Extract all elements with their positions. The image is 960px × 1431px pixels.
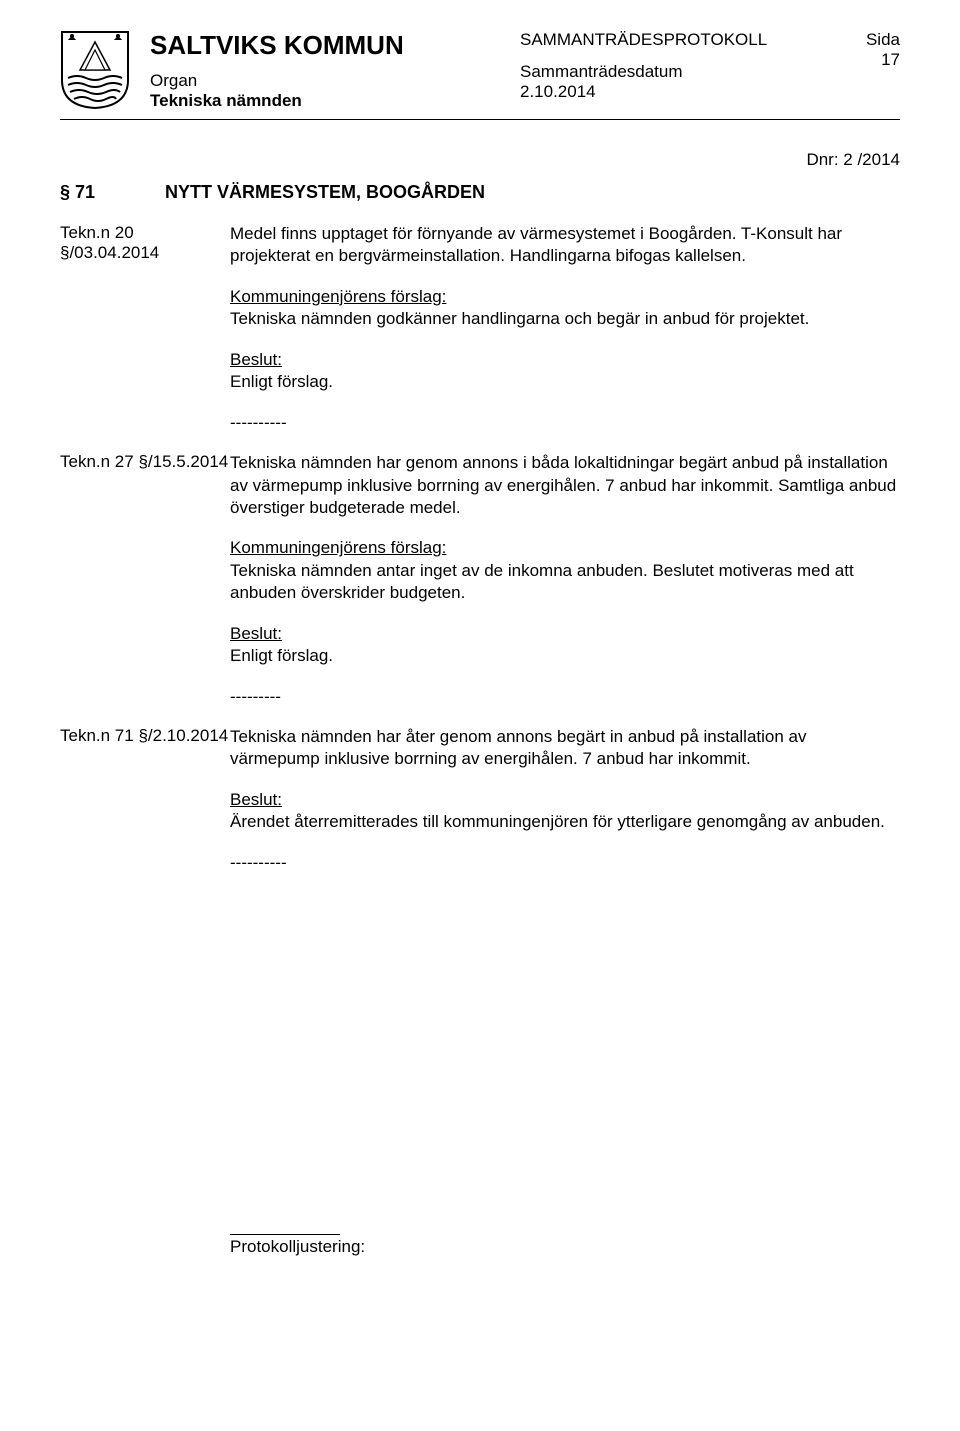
paragraph: Tekniska nämnden har åter genom annons b… [230, 726, 900, 771]
paragraph: --------- [230, 686, 900, 708]
header-divider [60, 119, 900, 120]
paragraph-text: Enligt förslag. [230, 646, 333, 665]
kommun-title: SALTVIKS KOMMUN [150, 30, 500, 61]
entry: Tekn.n 27 §/15.5.2014Tekniska nämnden ha… [60, 452, 900, 708]
entry: Tekn.n 20 §/03.04.2014Medel finns upptag… [60, 223, 900, 434]
entries: Tekn.n 20 §/03.04.2014Medel finns upptag… [60, 223, 900, 874]
paragraph-subhead: Kommuningenjörens förslag: [230, 287, 446, 306]
date-label: Sammanträdesdatum [520, 62, 830, 82]
date-value: 2.10.2014 [520, 82, 830, 102]
section-title: NYTT VÄRMESYSTEM, BOOGÅRDEN [165, 182, 485, 202]
paragraph: Beslut: Ärendet återremitterades till kom… [230, 789, 900, 834]
paragraph-text: Medel finns upptaget för förnyande av vä… [230, 224, 842, 265]
entry-body: Medel finns upptaget för förnyande av vä… [230, 223, 900, 434]
footer: Protokolljustering: [230, 1234, 900, 1257]
section-number: § 71 [60, 182, 160, 203]
paragraph-text: Tekniska nämnden har genom annons i båda… [230, 453, 896, 517]
page: SALTVIKS KOMMUN Organ Tekniska nämnden S… [0, 0, 960, 1297]
header-left: SALTVIKS KOMMUN Organ Tekniska nämnden [150, 30, 500, 111]
paragraph: Beslut: Enligt förslag. [230, 349, 900, 394]
paragraph-subhead: Beslut: [230, 624, 282, 643]
paragraph: Beslut: Enligt förslag. [230, 623, 900, 668]
entry-body: Tekniska nämnden har åter genom annons b… [230, 726, 900, 874]
paragraph: ---------- [230, 852, 900, 874]
paragraph-text: ---------- [230, 413, 287, 432]
paragraph-text: Tekniska nämnden godkänner handlingarna … [230, 309, 809, 328]
protokoll-title: SAMMANTRÄDESPROTOKOLL [520, 30, 830, 50]
crest-icon [60, 30, 130, 110]
entry-label: Tekn.n 71 §/2.10.2014 [60, 726, 230, 874]
paragraph-subhead: Kommuningenjörens förslag: [230, 538, 446, 557]
paragraph-text: Ärendet återremitterades till kommuninge… [230, 812, 885, 831]
paragraph-text: Tekniska nämnden har åter genom annons b… [230, 727, 807, 768]
paragraph-text: Tekniska nämnden antar inget av de inkom… [230, 561, 854, 602]
paragraph: ---------- [230, 412, 900, 434]
paragraph-text: Enligt förslag. [230, 372, 333, 391]
sida-number: 17 [850, 50, 900, 70]
entry-body: Tekniska nämnden har genom annons i båda… [230, 452, 900, 708]
paragraph-subhead: Beslut: [230, 350, 282, 369]
footer-label: Protokolljustering: [230, 1237, 365, 1256]
entry-label: Tekn.n 20 §/03.04.2014 [60, 223, 230, 434]
paragraph: Tekniska nämnden har genom annons i båda… [230, 452, 900, 519]
footer-line [230, 1234, 340, 1235]
section-heading: § 71 NYTT VÄRMESYSTEM, BOOGÅRDEN [60, 182, 900, 203]
dnr: Dnr: 2 /2014 [60, 150, 900, 170]
organ-label: Organ [150, 71, 500, 91]
entry: Tekn.n 71 §/2.10.2014Tekniska nämnden ha… [60, 726, 900, 874]
header-right: SAMMANTRÄDESPROTOKOLL Sammanträdesdatum … [520, 30, 830, 102]
paragraph-text: ---------- [230, 853, 287, 872]
entry-label: Tekn.n 27 §/15.5.2014 [60, 452, 230, 708]
paragraph: Kommuningenjörens förslag: Tekniska nämnd… [230, 286, 900, 331]
sida-column: Sida 17 [850, 30, 900, 70]
sida-label: Sida [850, 30, 900, 50]
paragraph-subhead: Beslut: [230, 790, 282, 809]
paragraph: Kommuningenjörens förslag: Tekniska nämnd… [230, 537, 900, 604]
organ-name: Tekniska nämnden [150, 91, 500, 111]
paragraph-text: --------- [230, 687, 281, 706]
header: SALTVIKS KOMMUN Organ Tekniska nämnden S… [60, 30, 900, 111]
paragraph: Medel finns upptaget för förnyande av vä… [230, 223, 900, 268]
